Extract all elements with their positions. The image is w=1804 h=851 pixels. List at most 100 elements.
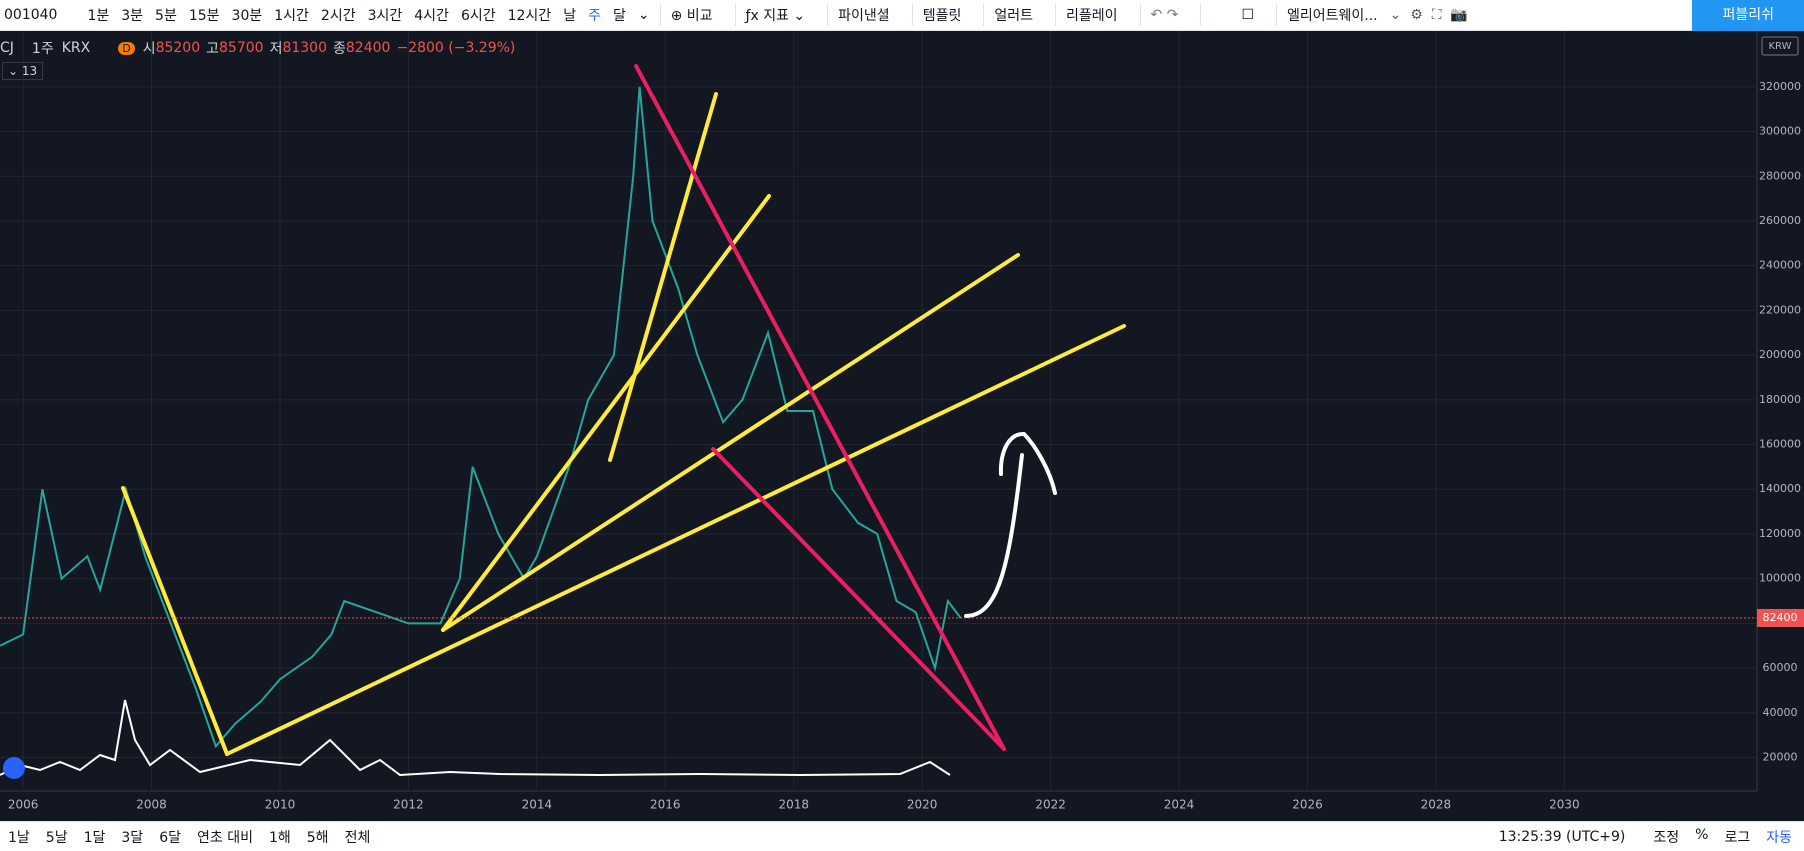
range[interactable]: 1달 [83,829,106,846]
close-label: 종 [333,41,346,57]
option[interactable]: 로그 [1724,829,1751,846]
compare-label: 비교 [686,8,713,24]
collapsed-indicators[interactable]: ⌄ 13 [2,62,44,80]
trend-line [608,92,718,462]
y-tick-label: 20000 [1763,750,1798,763]
legend-interval: 1주 [31,41,54,57]
trend-line [121,486,229,756]
x-tick-label: 2012 [393,798,424,812]
indicators[interactable]: ƒx 지표 ⌄ [745,8,806,24]
y-tick-label: 320000 [1759,80,1801,93]
arrow [964,453,1024,618]
y-tick-label: 200000 [1759,348,1801,361]
option[interactable]: 조정 [1653,829,1680,846]
range[interactable]: 5해 [306,829,329,846]
legend-symbol: CJ [0,40,14,56]
x-tick-label: 2018 [778,798,809,812]
x-tick-label: 2008 [136,798,167,812]
trend-line [711,447,1006,751]
x-tick-label: 2016 [650,798,681,812]
financials[interactable]: 파이낸셜 [838,8,890,24]
range[interactable]: 연초 대비 [196,829,253,846]
templates[interactable]: 템플릿 [922,8,962,24]
legend-exchange: KRX [61,40,91,56]
price-axis [1757,31,1804,821]
y-tick-label: 140000 [1759,482,1801,495]
last-price-label: 82400 [1763,611,1798,624]
options: 조정% 로그 자동 [1645,827,1800,847]
layout[interactable]: 엘리어트웨이... [1287,8,1378,24]
interval[interactable]: 주 [588,8,601,24]
range[interactable]: 1날 [8,829,30,846]
open: 85200 [155,40,201,56]
y-tick-label: 160000 [1759,438,1801,451]
option[interactable]: 자동 [1766,829,1792,846]
y-tick-label: 120000 [1759,527,1801,540]
range[interactable]: 1해 [268,829,291,846]
interval[interactable]: 1분 [87,8,110,24]
interval[interactable]: 3시간 [367,8,403,24]
y-tick-label: 280000 [1759,169,1801,182]
trend-line [634,64,1006,751]
x-tick-label: 2020 [907,798,938,812]
range[interactable]: 전체 [344,829,371,846]
bottom-bar: 1날 5날 1달 3달 6달 연초 대비 1해 5해 전체 13:25:39 (UTC+9) 조… [0,821,1804,851]
close: 82400 [345,40,391,56]
volume [0,699,951,777]
interval[interactable]: 2시간 [320,8,356,24]
x-tick-label: 2010 [265,798,296,812]
interval[interactable]: 1시간 [274,8,309,24]
y-tick-label: 100000 [1759,572,1801,585]
y-tick-label: 220000 [1759,303,1801,316]
y-tick-label: 240000 [1759,259,1801,272]
x-tick-label: 2026 [1292,798,1323,812]
interval[interactable]: 6시간 [460,8,496,24]
open-label: 시 [142,41,156,57]
high-label: 고 [206,41,220,57]
low-label: 저 [269,41,283,57]
x-tick-label: 2028 [1421,798,1452,812]
toolbar: 001040 1분 3분 5분 15분 30분 1시간 2시간 3시간 4시간 6시간 12시간 날 주… [0,0,1804,31]
symbol[interactable]: 001040 [4,7,58,23]
collapsed-count: 13 [21,64,38,78]
x-tick-label: 2006 [8,798,39,812]
range[interactable]: 3달 [121,829,144,846]
compare[interactable]: ⊕ 비교 [670,8,713,24]
interval[interactable]: 5분 [155,8,177,24]
y-tick-label: 180000 [1759,393,1801,406]
y-tick-label: 300000 [1759,125,1801,138]
price-line [0,86,962,749]
y-tick-label: 60000 [1763,661,1798,674]
currency: KRW [1769,41,1792,52]
trend-line [441,194,771,632]
high: 85700 [219,40,264,56]
interval[interactable]: 3분 [121,8,144,24]
range[interactable]: 6달 [159,829,181,846]
intervals: 1분 3분 5분 15분 30분 1시간 2시간 3시간 4시간 6시간 12시간 날 주 달 [87,5,637,25]
alert[interactable]: 얼러트 [994,8,1033,24]
trend-line [225,324,1126,756]
range[interactable]: 5날 [45,829,68,846]
x-tick-label: 2030 [1549,798,1580,812]
ranges: 1날 5날 1달 3달 6달 연초 대비 1해 5해 전체 [0,827,378,847]
indicators-label: 지표 [763,8,789,24]
interval[interactable]: 4시간 [414,8,449,24]
publish[interactable]: 퍼블리쉬 [1692,0,1804,31]
y-tick-label: 40000 [1763,706,1798,719]
change: −2800 (−3.29%) [396,40,516,56]
interval[interactable]: 날 [563,8,577,24]
replay[interactable]: 리플레이 [1065,8,1118,24]
interval[interactable]: 12시간 [507,8,552,24]
low: 81300 [282,40,327,56]
drawings [121,64,1126,756]
interval[interactable]: 달 [612,8,626,24]
logo [3,757,25,779]
arrow-head [998,432,1057,495]
x-tick-label: 2014 [522,798,553,812]
currency-box [1761,36,1799,56]
option[interactable]: % [1695,826,1709,843]
interval[interactable]: 15분 [188,8,220,24]
interval[interactable]: 30분 [231,8,263,24]
